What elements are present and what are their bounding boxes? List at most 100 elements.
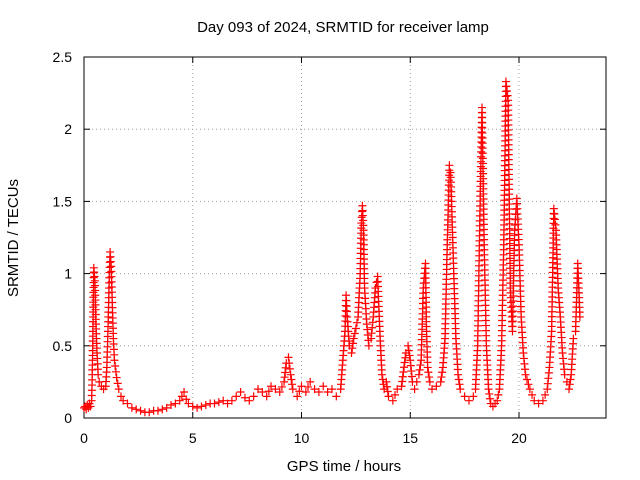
data-point (297, 382, 306, 391)
data-point (460, 392, 469, 401)
data-point (177, 392, 186, 401)
data-point (306, 377, 315, 386)
data-point (227, 396, 236, 405)
data-point (94, 370, 103, 379)
y-tick-label: 2 (64, 121, 72, 137)
data-point (254, 385, 262, 394)
data-point (267, 382, 276, 391)
data-point (348, 344, 357, 353)
data-point (351, 324, 360, 333)
data-point (271, 385, 280, 394)
data-point (158, 405, 167, 414)
data-point (372, 278, 381, 287)
data-point (119, 396, 128, 405)
data-point (113, 379, 122, 388)
data-point (277, 382, 286, 391)
data-point (301, 388, 310, 397)
data-point (182, 395, 191, 404)
data-point (347, 349, 356, 358)
data-point (175, 396, 184, 405)
data-point (454, 370, 463, 379)
data-point (400, 363, 409, 372)
data-point (110, 356, 119, 365)
data-point (258, 388, 267, 397)
data-point (95, 377, 104, 386)
data-point (522, 375, 531, 384)
chart-title: Day 093 of 2024, SRMTID for receiver lam… (197, 19, 489, 36)
data-point (384, 392, 393, 401)
data-point (264, 387, 273, 396)
data-point (262, 392, 271, 401)
data-point (575, 312, 584, 321)
data-point (428, 385, 436, 394)
y-tick-label: 1 (64, 266, 72, 282)
data-point (145, 408, 154, 417)
data-point (397, 382, 406, 391)
data-point (350, 329, 359, 338)
data-point (319, 382, 328, 391)
data-point (245, 396, 254, 405)
data-point (494, 390, 503, 399)
data-point (486, 394, 494, 403)
data-point (388, 396, 397, 405)
x-tick-label: 20 (511, 430, 527, 446)
data-point (285, 364, 294, 373)
data-point (364, 341, 373, 350)
data-point (288, 380, 297, 389)
data-point (349, 334, 358, 343)
data-point (136, 406, 145, 415)
data-point (310, 385, 319, 394)
data-point (352, 318, 361, 327)
data-point (383, 382, 392, 391)
data-point (401, 353, 410, 362)
data-point (469, 392, 478, 401)
ticks-layer: 0 5 10 15 20 0 0.5 1 1.5 2 2.5 (53, 49, 606, 446)
data-point (210, 399, 219, 408)
data-point (184, 399, 193, 408)
data-point (485, 389, 494, 398)
data-point (323, 388, 332, 397)
data-point (112, 373, 121, 382)
y-tick-label: 0.5 (53, 338, 73, 354)
data-point (153, 406, 162, 415)
data-point (534, 399, 543, 408)
data-point (167, 401, 175, 410)
data-point (455, 380, 464, 389)
y-tick-label: 0 (64, 410, 72, 426)
data-point (425, 373, 434, 382)
data-point (382, 377, 391, 386)
x-tick-label: 5 (189, 430, 197, 446)
x-tick-label: 10 (294, 430, 310, 446)
x-tick-label: 0 (80, 430, 88, 446)
data-point (295, 387, 304, 396)
data-point (438, 368, 447, 377)
data-point (425, 377, 434, 386)
data-point (314, 388, 323, 397)
data-point (114, 385, 123, 394)
data-point (232, 392, 241, 401)
data-point (484, 385, 493, 394)
data-point (525, 385, 534, 394)
plot-frame (83, 56, 607, 419)
data-point (287, 375, 296, 384)
data-point (240, 393, 249, 402)
data-point (111, 367, 120, 376)
data-point (286, 370, 295, 379)
data-point (521, 370, 530, 379)
data-point (530, 396, 539, 405)
data-point (284, 353, 293, 362)
data-point (201, 401, 210, 410)
data-point (538, 396, 547, 405)
data-point (327, 385, 336, 394)
data-point (127, 403, 136, 412)
data-point (432, 382, 441, 391)
data-point (377, 370, 386, 379)
data-point (304, 382, 313, 391)
data-point (293, 392, 302, 401)
data-point (416, 361, 425, 370)
data-point (249, 392, 258, 401)
y-tick-label: 1.5 (53, 193, 73, 209)
data-point (569, 334, 578, 343)
data-point (436, 377, 445, 386)
